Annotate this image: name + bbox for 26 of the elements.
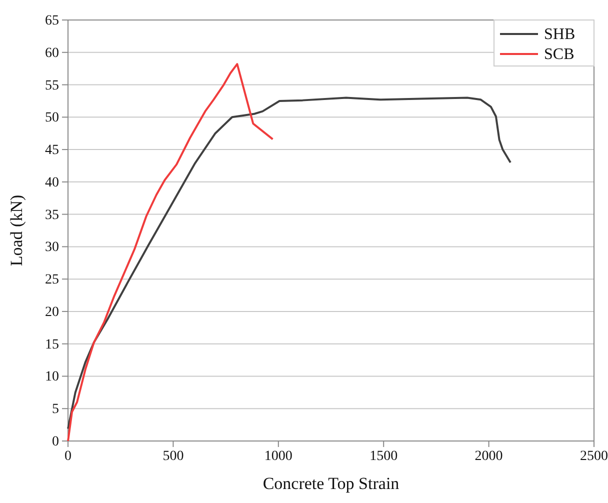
legend-label: SCB	[544, 46, 574, 63]
x-tick-label: 2500	[580, 448, 608, 464]
y-tick-label: 40	[45, 175, 59, 190]
y-tick-label: 10	[45, 370, 59, 385]
y-tick-label: 45	[45, 143, 59, 158]
y-tick-label: 0	[52, 434, 59, 450]
x-tick-label: 500	[162, 448, 184, 464]
line-series	[67, 63, 274, 442]
x-axis-title: Concrete Top Strain	[262, 474, 400, 493]
x-tick-label: 0	[64, 448, 72, 464]
y-tick-label: 55	[45, 78, 59, 94]
y-tick-label: 50	[45, 110, 59, 126]
y-tick-label: 30	[45, 240, 59, 256]
y-tick-label: 5	[52, 402, 59, 418]
line-series	[67, 96, 512, 430]
legend-label: SHB	[544, 26, 576, 43]
y-tick-label: 60	[45, 46, 59, 61]
y-tick-label: 65	[45, 13, 59, 28]
y-tick-label: 35	[45, 208, 59, 223]
x-tick-label: 2000	[474, 448, 503, 464]
x-tick-label: 1500	[370, 448, 398, 464]
x-tick-label: 1000	[264, 448, 292, 464]
y-tick-label: 15	[45, 337, 59, 352]
y-axis-title: Load (kN)	[7, 194, 26, 266]
y-tick-label: 25	[45, 272, 59, 288]
y-tick-label: 20	[45, 304, 59, 320]
